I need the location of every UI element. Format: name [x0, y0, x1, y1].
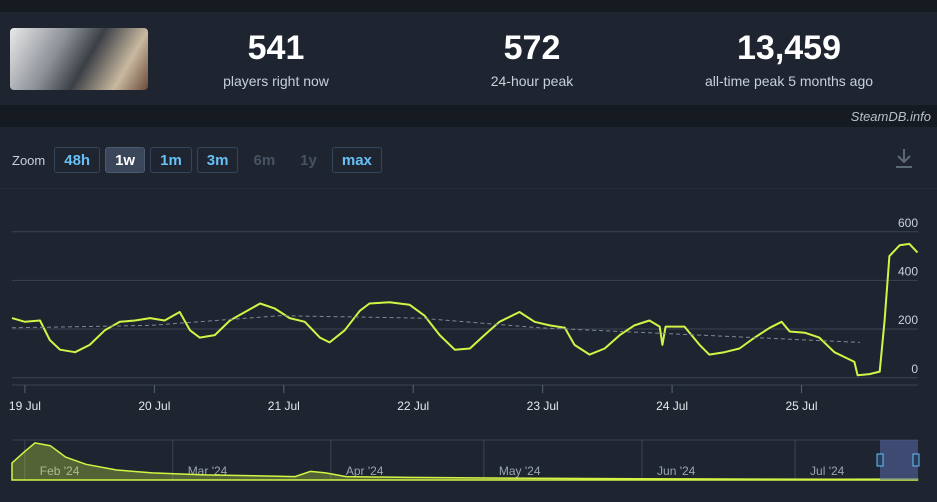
- brand: SteamDB.info: [850, 109, 931, 124]
- y-tick-label: 400: [898, 265, 918, 279]
- x-tick-label: 25 Jul: [785, 399, 817, 413]
- navigator-handle: [876, 453, 884, 467]
- x-tick-label: 20 Jul: [138, 399, 170, 413]
- series-line: [11, 242, 919, 377]
- x-tick-label: 21 Jul: [268, 399, 300, 413]
- game-thumbnail: [10, 28, 148, 90]
- stat: 572 24-hour peak: [412, 28, 652, 89]
- navigator-selection: [880, 440, 918, 480]
- navigator-label: Feb '24: [40, 464, 80, 478]
- series-line: [11, 315, 860, 343]
- y-tick-label: 600: [898, 216, 918, 230]
- chart: 0 200 400 600 19 Jul 20 Jul 21 Jul 22 Jul 23 Jul…: [0, 188, 937, 481]
- navigator-area: [11, 442, 919, 481]
- navigator-label: Jun '24: [657, 464, 696, 478]
- x-tick-label: 24 Jul: [656, 399, 688, 413]
- x-tick-label: 19 Jul: [9, 399, 41, 413]
- navigator-label: Jul '24: [810, 464, 845, 478]
- x-tick-label: 22 Jul: [397, 399, 429, 413]
- stat-value: 541: [247, 29, 305, 67]
- stat-label: all-time peak 5 months ago: [704, 73, 874, 89]
- zoom-button: 6m: [253, 152, 276, 169]
- navigator-label: May '24: [499, 464, 541, 478]
- y-tick-label: 200: [898, 313, 918, 327]
- x-tick-label: 23 Jul: [527, 399, 559, 413]
- zoom-button: 1y: [300, 152, 317, 169]
- zoom-button[interactable]: 3m: [196, 147, 239, 173]
- stats-panel: 541 players right now 572 24-hour peak 1…: [0, 12, 937, 105]
- stat-value: 572: [503, 29, 561, 67]
- navigator-label: Apr '24: [346, 464, 384, 478]
- zoom-bar: Zoom 48h 1w 1m 3m 6m 1y max: [12, 147, 382, 173]
- stat-value: 13,459: [737, 29, 841, 67]
- stat: 13,459 all-time peak 5 months ago: [669, 28, 909, 89]
- y-tick-label: 0: [911, 362, 918, 376]
- zoom-button[interactable]: 1m: [150, 147, 192, 173]
- zoom-button[interactable]: max: [331, 147, 382, 173]
- navigator-handle: [912, 453, 920, 467]
- zoom-button[interactable]: 48h: [54, 147, 101, 173]
- zoom-button[interactable]: 1w: [105, 147, 146, 173]
- stat-label: 24-hour peak: [490, 73, 574, 89]
- stat: 541 players right now: [156, 28, 396, 89]
- stat-label: players right now: [223, 73, 329, 89]
- zoom-label: Zoom: [12, 152, 46, 168]
- download-button[interactable]: [894, 147, 914, 169]
